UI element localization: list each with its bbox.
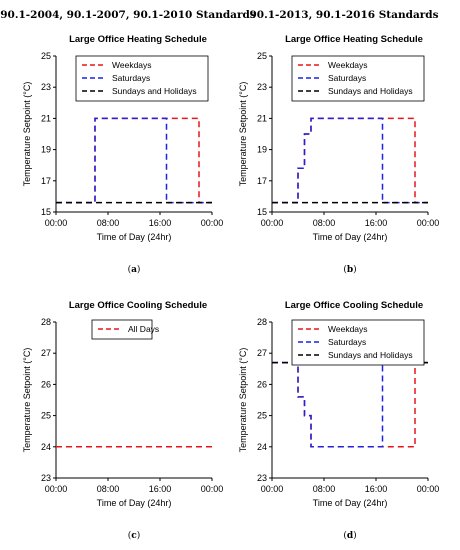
x-tick-label: 16:00: [149, 218, 172, 228]
x-axis-label: Time of Day (24hr): [313, 232, 388, 242]
chart-panel-1: Large Office Heating Schedule 15 17 19 21 23 2…: [22, 34, 223, 275]
y-tick-label: 23: [41, 82, 51, 92]
series-line-saturdays: [56, 117, 212, 204]
legend-label: Saturdays: [328, 337, 366, 347]
column-header-left: 90.1-2004, 90.1-2007, 90.1-2010 Standard…: [0, 9, 256, 21]
series-line-weekdays: [272, 117, 428, 204]
y-tick-label: 24: [41, 442, 51, 452]
legend-label: Sundays and Holidays: [112, 86, 197, 96]
legend-label: Sundays and Holidays: [328, 350, 413, 360]
y-tick-label: 28: [41, 317, 51, 327]
y-tick-label: 25: [41, 51, 51, 61]
y-axis-label: Temperature Setpoint (°C): [22, 348, 32, 453]
y-tick-label: 25: [257, 51, 267, 61]
x-tick-label: 00:00: [201, 218, 224, 228]
y-axis-label: Temperature Setpoint (°C): [238, 82, 248, 187]
column-header-right: 90.1-2013, 90.1-2016 Standards: [249, 9, 438, 21]
legend-label: Weekdays: [112, 60, 152, 70]
x-tick-label: 00:00: [417, 218, 440, 228]
y-tick-label: 17: [41, 176, 51, 186]
y-tick-label: 21: [257, 113, 267, 123]
y-tick-label: 27: [41, 348, 51, 358]
x-tick-label: 16:00: [149, 484, 172, 494]
legend-label: All Days: [128, 324, 159, 334]
y-tick-label: 28: [257, 317, 267, 327]
legend-label: Sundays and Holidays: [328, 86, 413, 96]
series-line-saturdays: [272, 361, 428, 448]
panel-caption: (b): [343, 264, 356, 275]
x-tick-label: 16:00: [365, 484, 388, 494]
y-tick-label: 19: [257, 145, 267, 155]
y-tick-label: 26: [257, 379, 267, 389]
x-axis-label: Time of Day (24hr): [97, 232, 172, 242]
panel-title: Large Office Heating Schedule: [285, 34, 423, 45]
panel-title: Large Office Heating Schedule: [69, 34, 207, 45]
panel-title: Large Office Cooling Schedule: [285, 300, 423, 311]
y-tick-label: 25: [41, 411, 51, 421]
x-tick-label: 16:00: [365, 218, 388, 228]
panel-caption: (d): [343, 530, 356, 541]
x-tick-label: 08:00: [313, 218, 336, 228]
legend: Weekdays Saturdays Sundays and Holidays: [291, 55, 425, 102]
y-tick-label: 15: [257, 207, 267, 217]
x-tick-label: 00:00: [261, 218, 284, 228]
legend-box: [91, 319, 153, 340]
y-tick-label: 17: [257, 176, 267, 186]
y-tick-label: 27: [257, 348, 267, 358]
x-tick-label: 00:00: [45, 218, 68, 228]
y-axis-label: Temperature Setpoint (°C): [22, 82, 32, 187]
chart-panel-4: Large Office Cooling Schedule 23 24 25 26 27 2…: [238, 300, 439, 541]
x-tick-label: 00:00: [201, 484, 224, 494]
series-line-saturdays: [272, 117, 428, 204]
y-tick-label: 21: [41, 113, 51, 123]
x-tick-label: 00:00: [45, 484, 68, 494]
series-line-weekdays: [272, 361, 428, 448]
y-tick-label: 23: [257, 473, 267, 483]
y-tick-label: 25: [257, 411, 267, 421]
legend: All Days: [91, 319, 159, 340]
y-tick-label: 19: [41, 145, 51, 155]
series-line-weekdays: [56, 117, 212, 204]
x-tick-label: 00:00: [261, 484, 284, 494]
panel-caption: (a): [128, 264, 141, 275]
x-tick-label: 08:00: [97, 484, 120, 494]
legend-label: Weekdays: [328, 324, 368, 334]
legend: Weekdays Saturdays Sundays and Holidays: [75, 55, 209, 102]
chart-panel-3: Large Office Cooling Schedule 23 24 25 26 27 2…: [22, 300, 223, 541]
y-axis-label: Temperature Setpoint (°C): [238, 348, 248, 453]
legend-label: Saturdays: [328, 73, 366, 83]
legend-label: Saturdays: [112, 73, 150, 83]
y-tick-label: 26: [41, 379, 51, 389]
y-tick-label: 24: [257, 442, 267, 452]
x-tick-label: 08:00: [97, 218, 120, 228]
legend-label: Weekdays: [328, 60, 368, 70]
x-axis-label: Time of Day (24hr): [313, 498, 388, 508]
y-tick-label: 15: [41, 207, 51, 217]
y-tick-label: 23: [257, 82, 267, 92]
y-tick-label: 23: [41, 473, 51, 483]
legend: Weekdays Saturdays Sundays and Holidays: [291, 319, 425, 366]
chart-panel-2: Large Office Heating Schedule 15 17 19 21 23 2…: [238, 34, 439, 275]
x-axis-label: Time of Day (24hr): [97, 498, 172, 508]
x-tick-label: 08:00: [313, 484, 336, 494]
panel-caption: (c): [128, 530, 141, 541]
panel-title: Large Office Cooling Schedule: [69, 300, 207, 311]
x-tick-label: 00:00: [417, 484, 440, 494]
